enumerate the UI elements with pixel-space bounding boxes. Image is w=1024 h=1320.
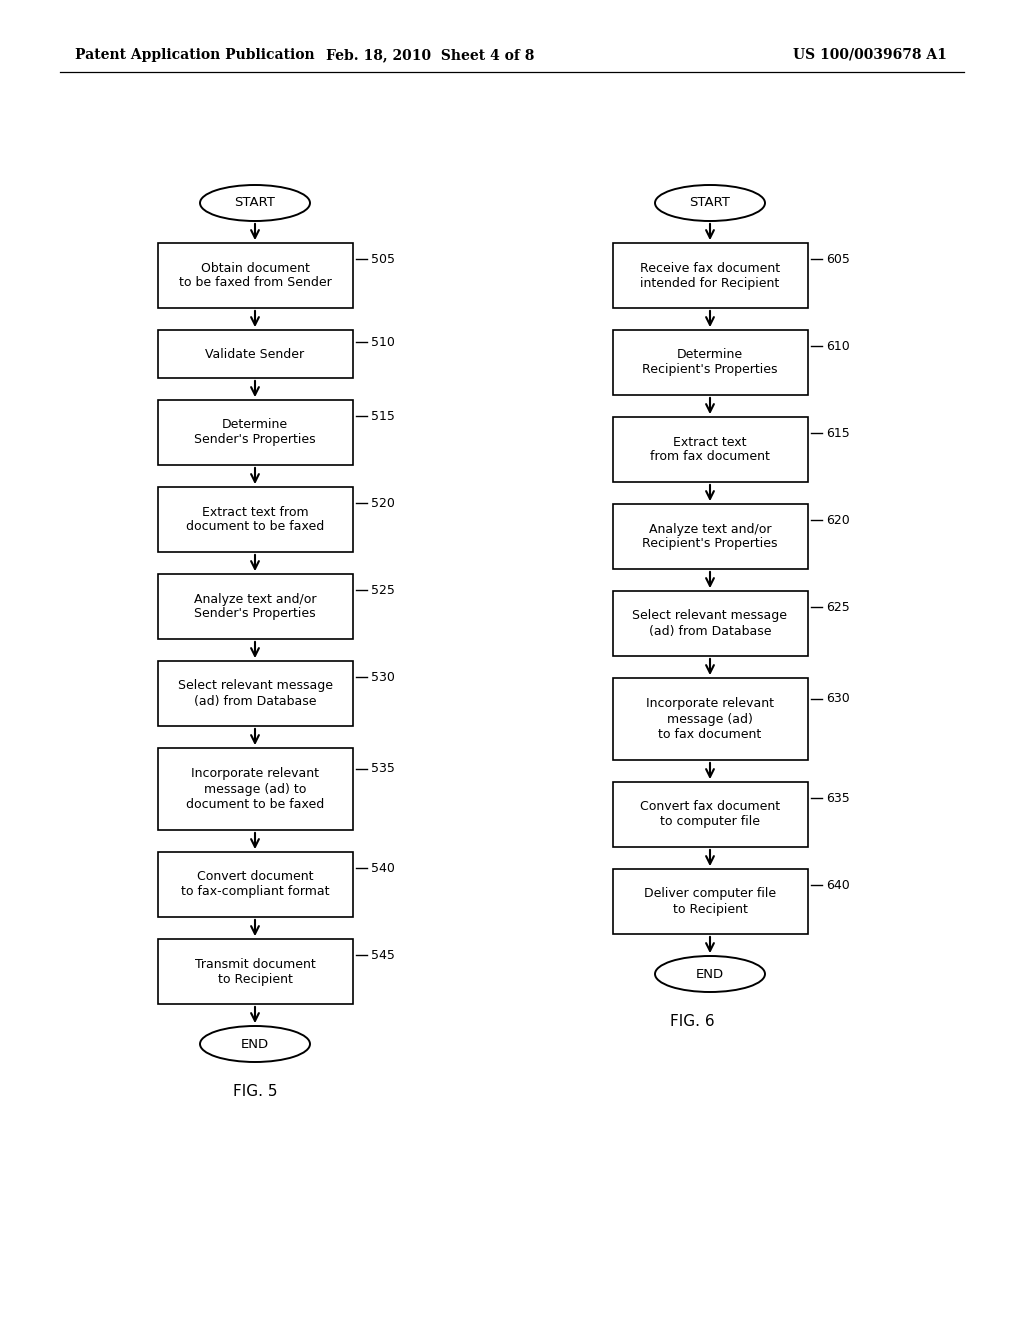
Bar bbox=[612, 243, 808, 308]
Text: Patent Application Publication: Patent Application Publication bbox=[75, 48, 314, 62]
Bar bbox=[612, 781, 808, 847]
Bar bbox=[158, 939, 352, 1005]
Text: 545: 545 bbox=[371, 949, 394, 962]
Text: Feb. 18, 2010  Sheet 4 of 8: Feb. 18, 2010 Sheet 4 of 8 bbox=[326, 48, 535, 62]
Text: US 100/0039678 A1: US 100/0039678 A1 bbox=[793, 48, 947, 62]
Text: FIG. 5: FIG. 5 bbox=[232, 1085, 278, 1100]
Bar bbox=[612, 678, 808, 760]
Text: END: END bbox=[696, 968, 724, 981]
Bar bbox=[158, 851, 352, 917]
Text: 505: 505 bbox=[371, 252, 394, 265]
Bar bbox=[158, 330, 352, 378]
Text: Analyze text and/or
Recipient's Properties: Analyze text and/or Recipient's Properti… bbox=[642, 523, 778, 550]
Text: Obtain document
to be faxed from Sender: Obtain document to be faxed from Sender bbox=[178, 261, 332, 289]
Bar bbox=[612, 591, 808, 656]
Bar bbox=[158, 574, 352, 639]
Text: Extract text from
document to be faxed: Extract text from document to be faxed bbox=[186, 506, 325, 533]
Text: Deliver computer file
to Recipient: Deliver computer file to Recipient bbox=[644, 887, 776, 916]
Bar bbox=[612, 504, 808, 569]
Text: Determine
Sender's Properties: Determine Sender's Properties bbox=[195, 418, 315, 446]
Text: START: START bbox=[234, 197, 275, 210]
Text: 510: 510 bbox=[371, 335, 394, 348]
Text: Select relevant message
(ad) from Database: Select relevant message (ad) from Databa… bbox=[633, 610, 787, 638]
Text: 630: 630 bbox=[825, 692, 850, 705]
Bar bbox=[158, 400, 352, 465]
Text: Transmit document
to Recipient: Transmit document to Recipient bbox=[195, 957, 315, 986]
Text: 520: 520 bbox=[371, 496, 394, 510]
Text: Convert fax document
to computer file: Convert fax document to computer file bbox=[640, 800, 780, 829]
Text: Select relevant message
(ad) from Database: Select relevant message (ad) from Databa… bbox=[177, 680, 333, 708]
Text: Extract text
from fax document: Extract text from fax document bbox=[650, 436, 770, 463]
Bar bbox=[612, 417, 808, 482]
Text: 640: 640 bbox=[825, 879, 850, 892]
Text: Analyze text and/or
Sender's Properties: Analyze text and/or Sender's Properties bbox=[194, 593, 316, 620]
Bar bbox=[158, 243, 352, 308]
Text: 615: 615 bbox=[825, 426, 850, 440]
Text: Incorporate relevant
message (ad) to
document to be faxed: Incorporate relevant message (ad) to doc… bbox=[186, 767, 325, 810]
Text: 515: 515 bbox=[371, 409, 394, 422]
Text: Validate Sender: Validate Sender bbox=[206, 347, 304, 360]
Text: Convert document
to fax-compliant format: Convert document to fax-compliant format bbox=[181, 870, 330, 899]
Text: Determine
Recipient's Properties: Determine Recipient's Properties bbox=[642, 348, 778, 376]
Text: 540: 540 bbox=[371, 862, 394, 875]
Text: START: START bbox=[689, 197, 730, 210]
Bar bbox=[158, 487, 352, 552]
Text: 530: 530 bbox=[371, 671, 394, 684]
Text: 620: 620 bbox=[825, 513, 850, 527]
Text: 525: 525 bbox=[371, 583, 394, 597]
Text: FIG. 6: FIG. 6 bbox=[670, 1015, 715, 1030]
Text: 635: 635 bbox=[825, 792, 850, 805]
Text: Receive fax document
intended for Recipient: Receive fax document intended for Recipi… bbox=[640, 261, 780, 289]
Bar bbox=[158, 661, 352, 726]
Text: END: END bbox=[241, 1038, 269, 1051]
Text: 605: 605 bbox=[825, 252, 850, 265]
Text: Incorporate relevant
message (ad)
to fax document: Incorporate relevant message (ad) to fax… bbox=[646, 697, 774, 741]
Text: 535: 535 bbox=[371, 762, 394, 775]
Bar bbox=[612, 869, 808, 935]
Bar bbox=[158, 748, 352, 830]
Text: 610: 610 bbox=[825, 339, 850, 352]
Text: 625: 625 bbox=[825, 601, 850, 614]
Bar bbox=[612, 330, 808, 395]
